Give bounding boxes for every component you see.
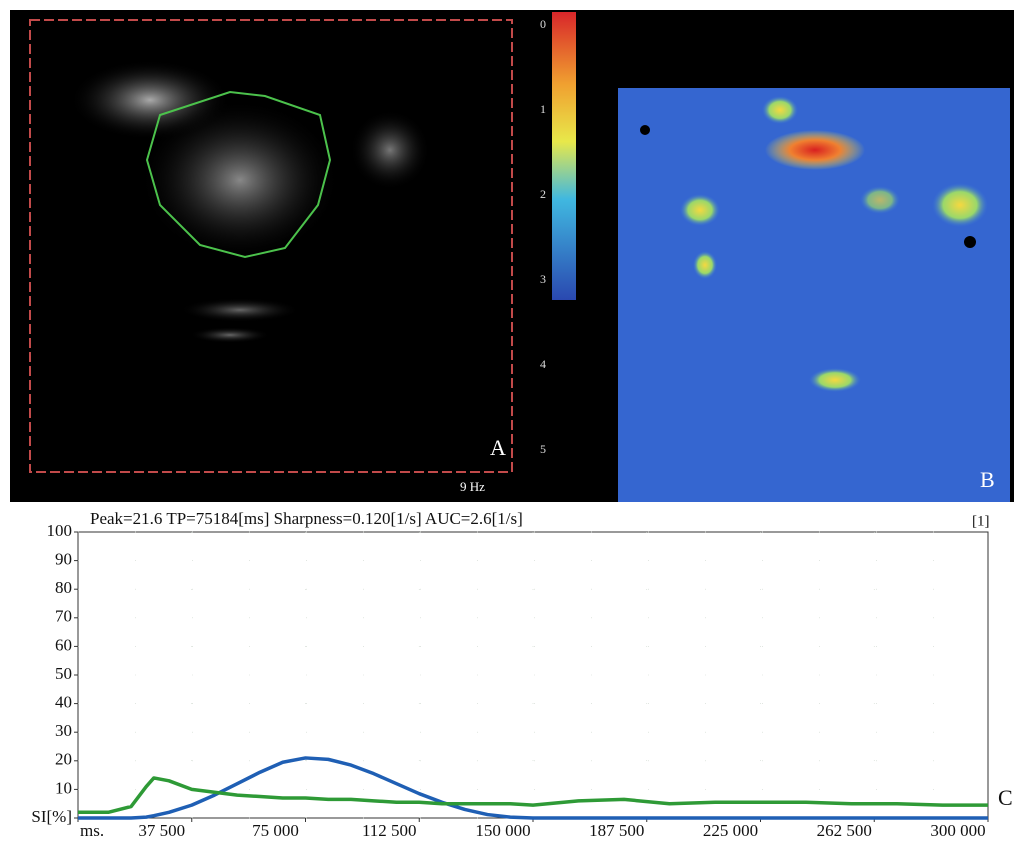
- perfusion-map: [618, 88, 1010, 502]
- y-tick-label: 30: [55, 721, 72, 740]
- depth-label: 5: [540, 442, 546, 456]
- depth-label: 4: [540, 357, 546, 371]
- y-tick-label: 100: [47, 521, 73, 540]
- panel-label: A: [490, 435, 506, 460]
- x-tick-label: 37 500: [138, 821, 185, 840]
- depth-scale: 0 1 2 3 4 5: [540, 17, 546, 456]
- y-tick-label: 50: [55, 664, 72, 683]
- x-tick-label: 187 500: [589, 821, 644, 840]
- panel-label: C: [998, 785, 1013, 810]
- series-line: [78, 756, 988, 820]
- chart: SI[%] 10 20 30 40 50 60 70 80 90 100 ms. 37 500 75 00…: [31, 521, 989, 840]
- x-tick-label: 225 000: [703, 821, 758, 840]
- frequency-label: 9 Hz: [460, 479, 485, 494]
- ultrasound-image: [29, 19, 513, 473]
- chart-title: Peak=21.6 TP=75184[ms] Sharpness=0.120[1…: [90, 509, 523, 528]
- panel-label: B: [980, 467, 995, 492]
- depth-label: 2: [540, 187, 546, 201]
- depth-label: 3: [540, 272, 546, 286]
- x-tick-label: 75 000: [252, 821, 299, 840]
- x-tick-label: 150 000: [475, 821, 530, 840]
- y-tick-label: 40: [55, 693, 72, 712]
- depth-label: 1: [540, 102, 546, 116]
- series-line: [78, 776, 988, 815]
- y-tick-label: 70: [55, 607, 72, 626]
- y-tick-label: 20: [55, 750, 72, 769]
- x-tick-label: 112 500: [362, 821, 417, 840]
- plot-frame: [77, 531, 989, 819]
- chart-index: [1]: [972, 513, 990, 529]
- x-tick-label: 300 000: [930, 821, 985, 840]
- color-bar: [552, 12, 576, 300]
- x-tick-label: 262 500: [817, 821, 872, 840]
- y-tick-label: 90: [55, 550, 72, 569]
- y-tick-label: 60: [55, 635, 72, 654]
- x-tick-label: ms.: [80, 821, 104, 840]
- y-tick-label: 10: [55, 778, 72, 797]
- y-tick-label: 80: [55, 578, 72, 597]
- depth-label: 0: [540, 17, 546, 31]
- y-tick-label: SI[%]: [31, 807, 72, 826]
